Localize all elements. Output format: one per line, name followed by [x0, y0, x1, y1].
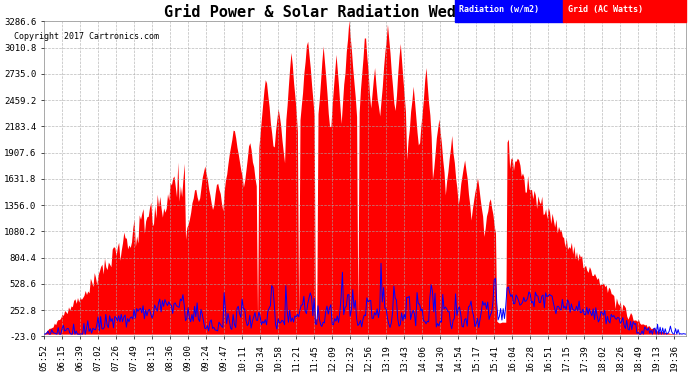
- Bar: [563, 0, 686, 22]
- Text: Radiation (w/m2): Radiation (w/m2): [460, 5, 540, 14]
- Text: Grid (AC Watts): Grid (AC Watts): [568, 5, 643, 14]
- Text: Copyright 2017 Cartronics.com: Copyright 2017 Cartronics.com: [14, 32, 159, 41]
- Title: Grid Power & Solar Radiation Wed Aug 9 19:54: Grid Power & Solar Radiation Wed Aug 9 1…: [164, 4, 566, 20]
- Bar: [455, 0, 563, 22]
